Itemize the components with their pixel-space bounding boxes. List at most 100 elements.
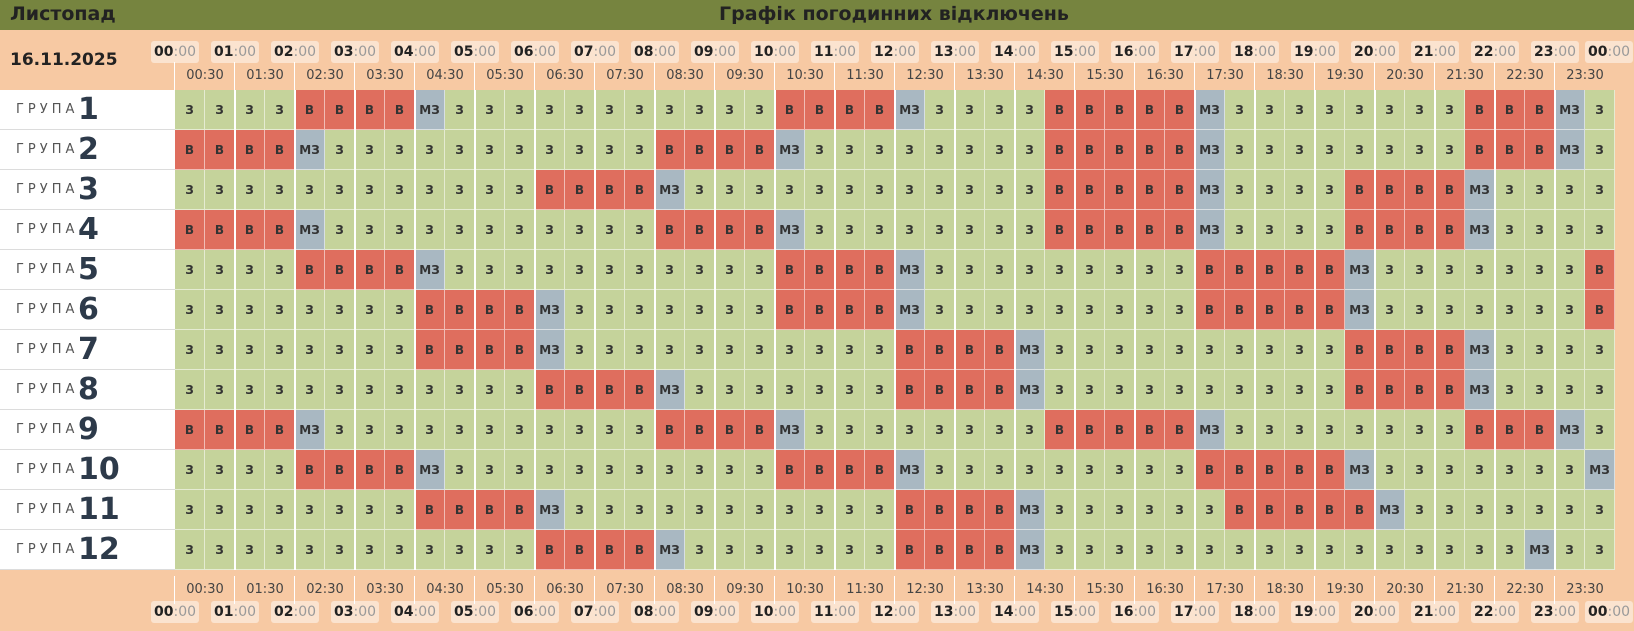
slot-cell: В (1135, 90, 1165, 130)
slot-cell: МЗ (1375, 490, 1405, 530)
slot-cell: В (205, 410, 235, 450)
slot-cell: В (775, 250, 805, 290)
slot-cell: З (1555, 490, 1585, 530)
slot-cell: З (1165, 450, 1195, 490)
hour-tick (654, 576, 655, 604)
hour-label: 17:00 (1170, 601, 1220, 623)
half-hour-label: 04:30 (426, 582, 464, 597)
slot-cell: З (865, 410, 895, 450)
slot-cell: З (685, 450, 715, 490)
slot-cell: В (685, 210, 715, 250)
slot-cell: З (1135, 490, 1165, 530)
slot-cell: З (985, 90, 1015, 130)
slot-cell: З (355, 410, 385, 450)
slot-cell: З (1435, 410, 1465, 450)
slot-cell: В (295, 250, 325, 290)
slot-cell: З (445, 90, 475, 130)
slot-cell: В (745, 410, 775, 450)
hour-label: 04:00 (390, 41, 440, 63)
slot-cell: З (265, 530, 295, 570)
slot-cell: З (175, 530, 205, 570)
slot-cell: В (1105, 210, 1135, 250)
slot-cell: В (985, 530, 1015, 570)
slot-cell: В (805, 450, 835, 490)
group-number: 4 (78, 212, 99, 247)
slot-cell: З (1225, 410, 1255, 450)
slot-cell: В (1165, 90, 1195, 130)
slot-cell: МЗ (1465, 170, 1495, 210)
slot-cell: З (955, 250, 985, 290)
slot-cell: З (235, 490, 265, 530)
slot-cell: В (355, 250, 385, 290)
slot-cell: З (865, 370, 895, 410)
hour-label: 16:00 (1110, 41, 1160, 63)
slot-cell: В (1585, 250, 1615, 290)
hour-label: 14:00 (990, 601, 1040, 623)
slot-cell: З (1015, 250, 1045, 290)
slot-cell: З (805, 410, 835, 450)
slot-cell: З (895, 410, 925, 450)
slot-cell: В (1345, 370, 1375, 410)
slot-cell: З (1045, 250, 1075, 290)
slot-cell: В (235, 410, 265, 450)
hour-divider (1314, 90, 1316, 570)
slot-cell: В (865, 250, 895, 290)
slot-cell: З (475, 250, 505, 290)
slot-cell: З (685, 370, 715, 410)
slot-cell: В (1285, 490, 1315, 530)
hour-label: 10:00 (750, 41, 800, 63)
slot-cell: В (955, 490, 985, 530)
slot-cell: В (1405, 170, 1435, 210)
slot-cell: В (925, 490, 955, 530)
half-hour-label: 02:30 (306, 582, 344, 597)
slot-cell: В (325, 250, 355, 290)
slot-cell: В (1165, 210, 1195, 250)
slot-cell: З (325, 410, 355, 450)
slot-cell: В (505, 290, 535, 330)
slot-cell: З (865, 490, 895, 530)
hour-label: 21:00 (1410, 601, 1460, 623)
slot-cell: З (925, 130, 955, 170)
slot-cell: З (1075, 290, 1105, 330)
slot-cell: З (1495, 530, 1525, 570)
hour-tick (1494, 576, 1495, 604)
slot-cell: В (265, 410, 295, 450)
slot-cell: В (385, 450, 415, 490)
slot-cell: З (715, 490, 745, 530)
date-label: 16.11.2025 (10, 50, 118, 70)
slot-cell: З (175, 450, 205, 490)
hour-divider (654, 90, 656, 570)
slot-cell: З (895, 210, 925, 250)
half-hour-label: 18:30 (1266, 582, 1304, 597)
hour-divider (534, 90, 536, 570)
slot-cell: З (1495, 210, 1525, 250)
slot-cell: В (1435, 170, 1465, 210)
slot-cell: В (625, 530, 655, 570)
slot-cell: МЗ (1555, 90, 1585, 130)
group-label-11: ГРУПА 11 (0, 490, 175, 530)
slot-cell: В (985, 490, 1015, 530)
slot-cell: З (1555, 530, 1585, 570)
slot-cell: З (265, 370, 295, 410)
hour-label: 20:00 (1350, 601, 1400, 623)
slot-cell: З (955, 210, 985, 250)
slot-cell: В (235, 210, 265, 250)
hour-label: 00:00 (1584, 41, 1634, 63)
slot-cell: З (925, 410, 955, 450)
slot-cell: В (1315, 450, 1345, 490)
hour-label: 11:00 (810, 601, 860, 623)
hour-tick (894, 576, 895, 604)
slot-cell: З (745, 450, 775, 490)
slot-cell: МЗ (775, 410, 805, 450)
hour-tick (1194, 576, 1195, 604)
slot-cell: В (625, 370, 655, 410)
slot-cell: З (745, 250, 775, 290)
hour-label: 02:00 (270, 41, 320, 63)
slot-cell: В (1105, 90, 1135, 130)
slot-cell: З (595, 210, 625, 250)
half-hour-label: 05:30 (486, 582, 524, 597)
slot-cell: З (985, 210, 1015, 250)
slot-cell: З (1135, 450, 1165, 490)
half-hour-label: 15:30 (1086, 68, 1124, 83)
hour-label: 00:00 (150, 601, 200, 623)
